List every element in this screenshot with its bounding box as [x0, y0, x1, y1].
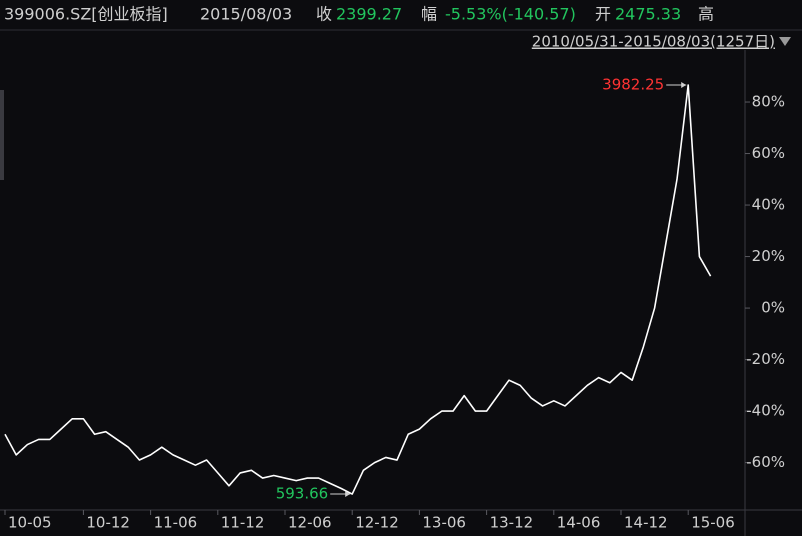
change-label: 幅: [421, 5, 437, 24]
date: 2015/08/03: [200, 5, 292, 24]
y-tick-label: 80%: [752, 93, 785, 111]
annotation: 3982.25: [602, 76, 664, 94]
range[interactable]: 2010/05/31-2015/08/03(1257日): [532, 33, 775, 51]
close-label: 收: [316, 5, 332, 24]
x-tick-label: 14-06: [557, 514, 601, 532]
x-tick-label: 11-06: [154, 514, 198, 532]
x-tick-label: 14-12: [624, 514, 668, 532]
x-tick-label: 13-12: [490, 514, 534, 532]
side-handle: [0, 90, 4, 180]
y-tick-label: -20%: [746, 350, 785, 368]
x-tick-label: 10-12: [86, 514, 130, 532]
open-value: 2475.33: [615, 5, 681, 24]
y-tick-label: 60%: [752, 144, 785, 162]
change-value: -5.53%(-140.57): [445, 5, 576, 24]
symbol: 399006.SZ[创业板指]: [4, 5, 168, 24]
annotation-arrowhead: [345, 491, 351, 498]
x-tick-label: 12-12: [355, 514, 399, 532]
x-tick-label: 11-12: [221, 514, 265, 532]
y-tick-label: 40%: [752, 196, 785, 214]
price-line: [4, 84, 712, 495]
y-tick-label: 0%: [761, 299, 785, 317]
annotation: 593.66: [276, 485, 329, 503]
x-tick-label: 12-06: [288, 514, 332, 532]
range-dropdown[interactable]: [779, 37, 791, 46]
y-tick-label: -40%: [746, 402, 785, 420]
annotation-arrowhead: [681, 82, 687, 89]
x-tick-label: 15-06: [691, 514, 735, 532]
close-value: 2399.27: [336, 5, 402, 24]
y-tick-label: -60%: [746, 453, 785, 471]
x-tick-label: 10-05: [8, 514, 52, 532]
y-tick-label: 20%: [752, 247, 785, 265]
open-label: 开: [595, 5, 611, 24]
x-tick-label: 13-06: [422, 514, 466, 532]
high-label: 高: [698, 5, 714, 24]
